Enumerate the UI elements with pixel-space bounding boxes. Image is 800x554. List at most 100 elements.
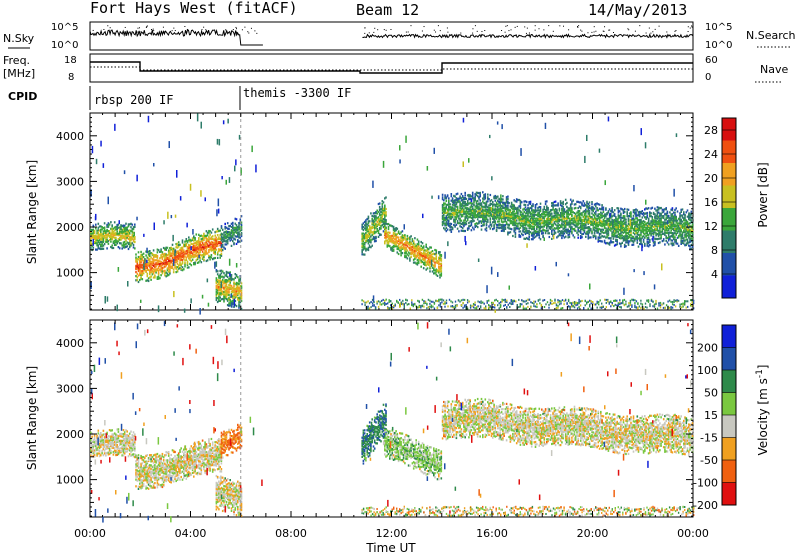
colorbar-swatch	[722, 415, 736, 438]
nsearch-dot	[124, 26, 126, 28]
nsearch-dot	[508, 30, 510, 32]
nsearch-dot	[476, 30, 478, 32]
nsearch-dot	[472, 32, 474, 34]
colorbar-frame	[721, 117, 737, 299]
colorbar-swatch	[722, 185, 736, 209]
power-colorbar-label: Power [dB]	[756, 162, 770, 227]
nsearch-dot	[103, 28, 105, 30]
nsearch-dot	[602, 30, 604, 32]
nave-trace	[90, 66, 693, 71]
nsearch-dot	[505, 25, 507, 27]
nsearch-dot	[534, 25, 536, 27]
nsearch-dot	[173, 27, 175, 29]
nsearch-dot	[608, 29, 610, 31]
nsearch-dot	[580, 29, 582, 31]
nsearch-dot	[421, 30, 423, 32]
nsearch-dot	[184, 26, 186, 28]
nsearch-dot	[666, 31, 668, 33]
nsearch-dot	[162, 26, 164, 28]
nsearch-dot	[506, 25, 508, 27]
nsearch-dot	[174, 30, 176, 32]
nsearch-dot	[368, 32, 370, 34]
nsearch-dot	[516, 25, 518, 27]
nsearch-dot	[504, 31, 506, 33]
y-tick-label: 2000	[56, 428, 84, 441]
nsearch-dot	[675, 30, 677, 32]
nsearch-dot	[568, 29, 570, 31]
nsearch-dot	[691, 25, 693, 27]
velocity-plot-frame	[89, 319, 694, 518]
nsearch-dot	[145, 26, 147, 28]
nsearch-dot	[587, 32, 589, 34]
freq-panel-frame	[89, 53, 694, 83]
colorbar-swatch	[722, 370, 736, 393]
nsearch-dot	[405, 31, 407, 33]
x-tick-label: 00:00	[677, 527, 709, 540]
nsearch-dot	[364, 27, 366, 29]
nsearch-dot	[612, 32, 614, 34]
nsearch-dot	[559, 25, 561, 27]
x-tick-label: 04:00	[175, 527, 207, 540]
nsearch-dot	[639, 25, 641, 27]
power-colorbar: 4 8 12 16 20 24 28	[704, 117, 737, 299]
power-axes: 1000 2000 3000 4000	[56, 112, 694, 310]
scatter-band-6	[384, 428, 443, 481]
nsky-line	[362, 33, 694, 39]
nsearch-dot	[385, 29, 387, 31]
nsearch-dot	[595, 30, 597, 32]
colorbar-tick-label: 28	[704, 124, 718, 137]
nsearch-dot	[689, 27, 691, 29]
sparse-scatter	[90, 321, 692, 523]
velocity-y-axis-label: Slant Range [km]	[25, 366, 39, 470]
nsearch-dot	[687, 26, 689, 28]
nsky-label: N.Sky	[3, 32, 35, 45]
scatter-band-1	[90, 221, 136, 252]
nsky-line	[89, 28, 263, 46]
nsearch-dot	[645, 32, 647, 34]
nsearch-dot	[224, 29, 226, 31]
nsearch-dot	[137, 27, 139, 29]
colorbar-swatch	[722, 163, 736, 186]
nsearch-dot	[577, 26, 579, 28]
scatter-band-7	[441, 191, 694, 250]
colorbar-tick-label: 16	[704, 196, 718, 209]
nsearch-dot	[153, 30, 155, 32]
colorbar-tick-label: 20	[704, 172, 718, 185]
colorbar-swatch	[722, 118, 736, 141]
y-tick-label: 1000	[56, 267, 84, 280]
nsearch-dot	[481, 31, 483, 33]
x-tick-labels: 00:00 04:00 08:00 12:00 16:00 20:00 00:00	[74, 527, 709, 540]
power-plot-frame	[89, 112, 694, 311]
nsearch-dot	[109, 27, 111, 29]
nsearch-dot	[563, 25, 565, 27]
nsearch-dot	[510, 29, 512, 31]
nsearch-dot	[138, 27, 140, 29]
scatter-band-4	[215, 269, 243, 310]
x-tick-label: 12:00	[376, 527, 408, 540]
nsearch-dot	[203, 26, 205, 28]
y-tick-label: 1000	[56, 474, 84, 487]
nsearch-dot	[163, 31, 165, 33]
colorbar-tick-label: -100	[693, 477, 718, 490]
nsearch-dot	[514, 26, 516, 28]
nsearch-dot	[654, 28, 656, 30]
nsearch-dot	[235, 26, 237, 28]
nsearch-dot	[578, 25, 580, 27]
nsearch-dot	[447, 31, 449, 33]
nsearch-dot	[552, 30, 554, 32]
nave-tick-low: 0	[705, 72, 711, 83]
nsearch-dot	[247, 31, 249, 33]
nsky-tick-high: 10^5	[51, 22, 78, 33]
beam-label: Beam 12	[356, 1, 419, 19]
nsearch-dot	[364, 32, 366, 34]
nsearch-dot	[484, 30, 486, 32]
nsearch-dot	[577, 26, 579, 28]
velocity-panel: 1000 2000 3000 4000	[56, 319, 695, 523]
colorbar-tick-label: 4	[711, 268, 718, 281]
scatter-band-4	[215, 474, 243, 517]
nsearch-dot	[591, 31, 593, 33]
nsearch-dot	[232, 29, 234, 31]
nsearch-dot	[377, 29, 379, 31]
nsearch-dot	[236, 31, 238, 33]
colorbar-tick-label: 12	[704, 220, 718, 233]
